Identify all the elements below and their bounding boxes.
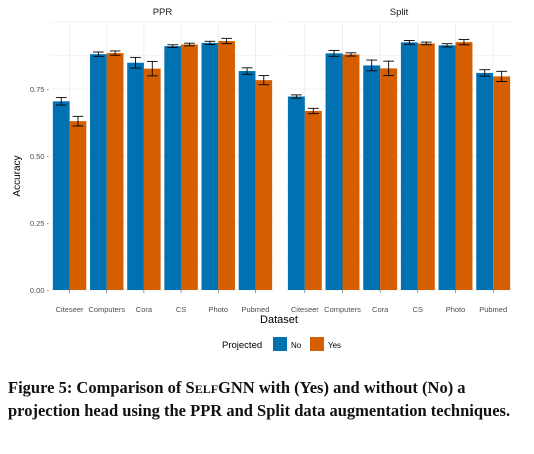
caption-suffix: with (Yes) and without (No) a projection… [8, 378, 511, 420]
panel-title: Split [390, 7, 409, 18]
x-tick-label: Computers [324, 305, 361, 314]
bar-yes [417, 43, 435, 290]
bar-no [90, 54, 107, 290]
bar-yes [255, 80, 273, 290]
x-tick-label: Cora [372, 305, 389, 314]
figure-caption: Figure 5: Comparison of SelfGNN with (Ye… [8, 376, 528, 422]
x-tick-label: Citeseer [56, 305, 84, 314]
bar-yes [342, 54, 360, 290]
caption-method-name: SelfGNN [185, 378, 255, 397]
bar-yes [493, 76, 511, 291]
x-tick-label: Computers [88, 305, 125, 314]
bar-yes [69, 121, 87, 290]
y-tick-label: 0.75 - [30, 85, 50, 94]
bar-yes [106, 53, 124, 291]
bar-yes [380, 68, 398, 290]
legend-label: No [291, 341, 302, 350]
bar-no [400, 42, 418, 291]
x-tick-label: Citeseer [291, 305, 319, 314]
bar-no [238, 71, 256, 290]
bar-no [325, 53, 343, 290]
bar-yes [143, 68, 161, 290]
panel-title: PPR [153, 7, 173, 18]
caption-prefix: Figure 5: Comparison of [8, 378, 186, 397]
bar-no [164, 46, 182, 291]
x-tick-label: Photo [446, 305, 466, 314]
bar-no [52, 101, 70, 290]
bar-no [438, 45, 456, 290]
x-tick-label: Cora [136, 305, 153, 314]
x-tick-label: Pubmed [479, 305, 507, 314]
x-tick-label: Pubmed [241, 305, 269, 314]
panel-ppr: PPR Citeseer Computers Cora CS Photo Pubmed [51, 7, 274, 314]
legend: Projected No Yes [222, 337, 341, 351]
legend-swatch-yes [310, 337, 324, 351]
bar-no [201, 42, 219, 291]
x-tick-label: Photo [208, 305, 228, 314]
y-tick-label: 0.00 - [30, 286, 50, 295]
bar-yes [304, 110, 322, 290]
y-axis-label: Accuracy [12, 155, 23, 196]
legend-label: Yes [328, 341, 341, 350]
bar-yes [455, 42, 473, 290]
y-tick-label: 0.50 - [30, 152, 50, 161]
bar-yes [181, 44, 198, 291]
bar-no [476, 72, 494, 290]
x-tick-label: CS [413, 305, 423, 314]
y-tick-label: 0.25 - [30, 219, 50, 228]
legend-swatch-no [273, 337, 287, 351]
bar-yes [218, 41, 235, 290]
legend-title: Projected [222, 340, 262, 351]
y-axis-ticks: 0.00 - 0.25 - 0.50 - 0.75 - [30, 85, 50, 295]
x-tick-label: CS [176, 305, 186, 314]
bar-no [127, 62, 144, 291]
faceted-bar-chart: Accuracy Dataset 0.00 - 0.25 - 0.50 - 0.75 … [12, 7, 512, 351]
bar-no [287, 96, 305, 290]
x-axis-label: Dataset [260, 314, 298, 326]
bar-no [363, 65, 381, 290]
panel-split: Split Citeseer Computers Cora CS Photo Pubmed [286, 7, 512, 314]
